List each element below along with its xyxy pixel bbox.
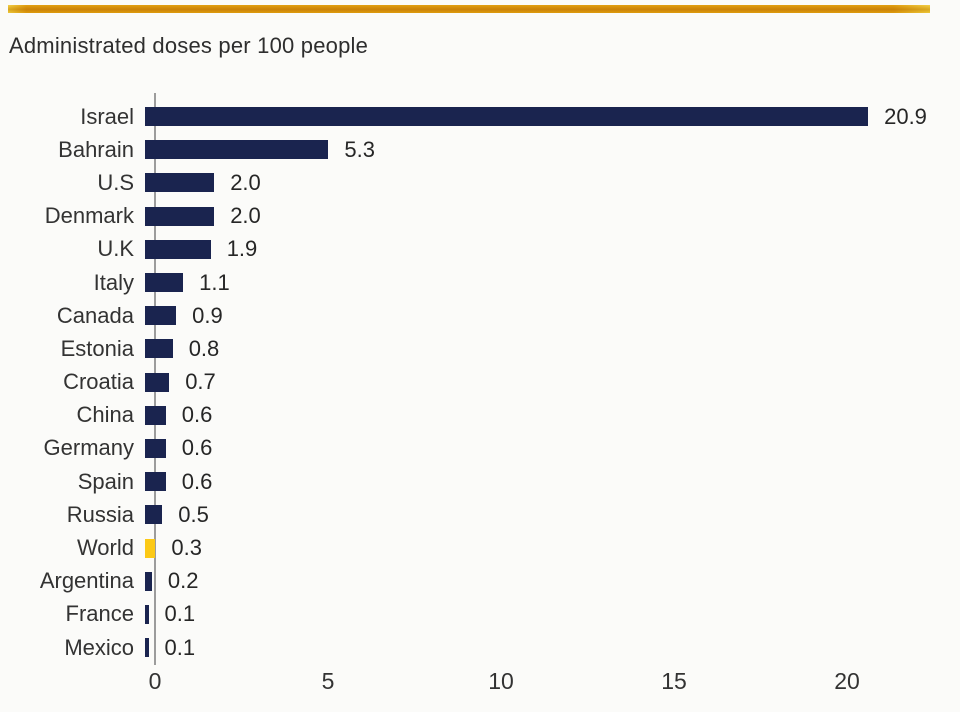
bar-row: Argentina 0.2 [0, 565, 960, 598]
category-label: U.K [97, 236, 134, 262]
bar-row: Italy 1.1 [0, 266, 960, 299]
bar-row: Spain 0.6 [0, 465, 960, 498]
x-axis: 0 5 10 15 20 [0, 668, 960, 702]
top-accent-stripe [8, 5, 930, 13]
value-label: 20.9 [884, 103, 927, 129]
value-label: 0.6 [181, 402, 213, 428]
value-label: 0.5 [178, 501, 209, 527]
x-tick-label: 5 [321, 668, 335, 694]
value-label: 1.1 [199, 269, 230, 295]
bar [145, 107, 869, 127]
category-label: Mexico [64, 634, 134, 660]
value-label: 2.0 [230, 203, 261, 229]
bar-row: Estonia 0.8 [0, 332, 960, 365]
bar [145, 638, 149, 658]
category-label: Italy [93, 269, 134, 295]
bar-row: U.K 1.9 [0, 233, 960, 266]
value-label: 0.1 [164, 634, 196, 660]
bar-row: Russia 0.5 [0, 498, 960, 531]
bar [145, 239, 211, 259]
bar [145, 472, 166, 492]
bar-row: U.S 2.0 [0, 166, 960, 199]
category-label: Israel [80, 103, 134, 129]
bar-row: Germany 0.6 [0, 432, 960, 465]
category-label: Germany [43, 435, 134, 461]
bar [145, 438, 166, 458]
value-label: 2.0 [230, 169, 261, 195]
bar-row: Croatia 0.7 [0, 366, 960, 399]
value-label: 0.3 [171, 535, 202, 561]
x-tick-label: 15 [661, 668, 687, 694]
category-label: France [65, 601, 134, 627]
value-label: 1.9 [226, 236, 258, 262]
bar [145, 206, 215, 226]
bar-row: China 0.6 [0, 399, 960, 432]
bar [145, 306, 177, 326]
value-label: 0.2 [167, 568, 199, 594]
category-label: Croatia [63, 369, 134, 395]
value-label: 0.8 [188, 335, 220, 361]
category-label: Spain [77, 468, 134, 494]
category-label: World [76, 535, 134, 561]
x-tick-label: 20 [834, 668, 860, 694]
bar [145, 372, 170, 392]
bar [145, 571, 152, 591]
bar-rows: Israel 20.9 Bahrain 5.3 U.S 2.0 Denmark … [0, 100, 960, 664]
bar [145, 604, 149, 624]
bar-row: Bahrain 5.3 [0, 133, 960, 166]
bar-row: Canada 0.9 [0, 299, 960, 332]
category-label: U.S [97, 169, 134, 195]
bar [145, 538, 156, 558]
value-label: 0.6 [181, 468, 213, 494]
value-label: 0.1 [164, 601, 196, 627]
bar-row: Mexico 0.1 [0, 631, 960, 664]
x-tick-label: 0 [148, 668, 162, 694]
category-label: Estonia [60, 335, 134, 361]
category-label: China [76, 402, 134, 428]
bar-row: World 0.3 [0, 531, 960, 564]
category-label: Russia [66, 501, 134, 527]
bar [145, 405, 166, 425]
category-label: Bahrain [58, 136, 134, 162]
x-tick-label: 10 [488, 668, 514, 694]
category-label: Canada [56, 302, 134, 328]
bar [145, 140, 329, 160]
value-label: 0.9 [192, 302, 223, 328]
category-label: Denmark [44, 203, 134, 229]
chart-title: Administrated doses per 100 people [9, 33, 369, 58]
bar-row: Denmark 2.0 [0, 200, 960, 233]
bar [145, 505, 163, 525]
value-label: 5.3 [344, 136, 375, 162]
value-label: 0.6 [181, 435, 213, 461]
bar [145, 339, 173, 359]
bar [145, 273, 184, 293]
bar-row: France 0.1 [0, 598, 960, 631]
bar-row: Israel 20.9 [0, 100, 960, 133]
bar [145, 173, 215, 193]
category-label: Argentina [39, 568, 134, 594]
value-label: 0.7 [185, 369, 216, 395]
